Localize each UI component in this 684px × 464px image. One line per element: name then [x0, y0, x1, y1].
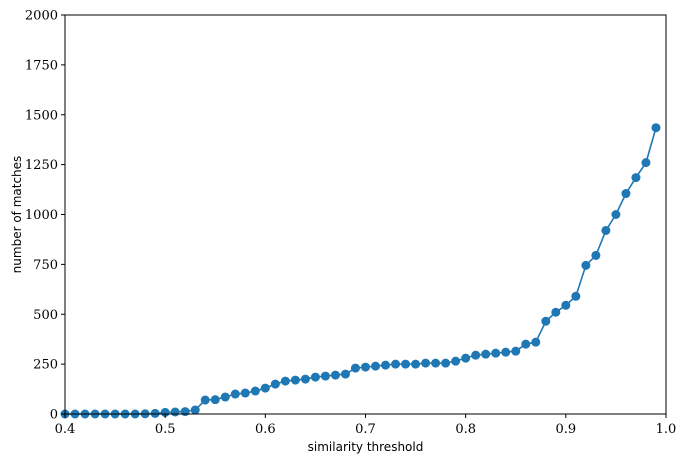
data-point [330, 370, 340, 380]
data-point [511, 346, 521, 356]
data-point [411, 359, 421, 369]
data-point [471, 350, 481, 360]
data-point [290, 375, 300, 385]
data-point [421, 358, 431, 368]
data-point [350, 363, 360, 373]
data-point [571, 291, 581, 301]
axes: 0.4 0.5 0.6 0.7 0.8 0.9 1.0 0 250 500 750 1000 1250 1… [25, 9, 676, 438]
data-point [631, 173, 641, 183]
data-point [280, 376, 290, 386]
data-point [240, 388, 250, 398]
y-axis-label: number of matches [10, 156, 24, 274]
x-axis-label: similarity threshold [308, 440, 424, 454]
y-tick-label: 1000 [25, 208, 58, 223]
data-point [230, 389, 240, 399]
data-point [361, 362, 370, 372]
data-point [611, 210, 621, 219]
data-point [551, 307, 561, 317]
data-point [651, 123, 661, 133]
data-point [491, 348, 501, 358]
data-point [180, 407, 190, 417]
y-tick-label: 1500 [25, 108, 58, 123]
data-point [320, 371, 330, 381]
data-point [250, 386, 260, 396]
y-tick-label: 1250 [25, 158, 58, 173]
data-point [451, 356, 461, 366]
data-point [260, 383, 270, 393]
data-point [381, 360, 391, 370]
x-tick-label: 0.5 [155, 422, 176, 437]
data-point [431, 358, 441, 368]
data-point [270, 379, 280, 389]
data-point [561, 300, 571, 310]
data-point [461, 353, 471, 363]
data-point [601, 225, 611, 235]
data-point [521, 339, 531, 349]
y-tick-label: 500 [33, 308, 58, 323]
plot-area [60, 123, 661, 419]
data-point [401, 359, 411, 369]
x-tick-label: 0.7 [355, 422, 376, 437]
data-point [150, 408, 160, 418]
data-point [441, 358, 451, 368]
data-point [160, 407, 170, 417]
data-point [371, 361, 381, 371]
x-tick-label: 0.4 [55, 422, 76, 437]
data-point [190, 405, 200, 415]
data-point [391, 359, 401, 369]
y-tick-label: 1750 [25, 58, 58, 73]
data-point [220, 392, 230, 402]
data-point [310, 372, 320, 382]
data-point [200, 395, 210, 405]
y-tick-label: 750 [33, 258, 58, 273]
series-line [65, 127, 657, 415]
data-point [541, 316, 551, 326]
x-tick-label: 0.8 [455, 422, 476, 437]
y-tick-label: 2000 [25, 9, 58, 24]
data-point [621, 189, 631, 199]
data-point [581, 260, 591, 270]
data-point [481, 349, 491, 359]
plot-frame [64, 14, 667, 415]
x-tick-label: 1.0 [656, 422, 677, 437]
data-point [501, 347, 511, 357]
data-point [300, 374, 310, 384]
y-tick-label: 0 [50, 408, 58, 423]
data-point [340, 369, 350, 379]
x-tick-label: 0.6 [255, 422, 276, 437]
data-point [591, 250, 601, 260]
y-tick-label: 250 [33, 358, 58, 373]
data-point [210, 395, 220, 405]
data-point [170, 407, 180, 417]
data-point [641, 158, 651, 168]
x-tick-label: 0.9 [555, 422, 576, 437]
data-point [531, 337, 541, 347]
